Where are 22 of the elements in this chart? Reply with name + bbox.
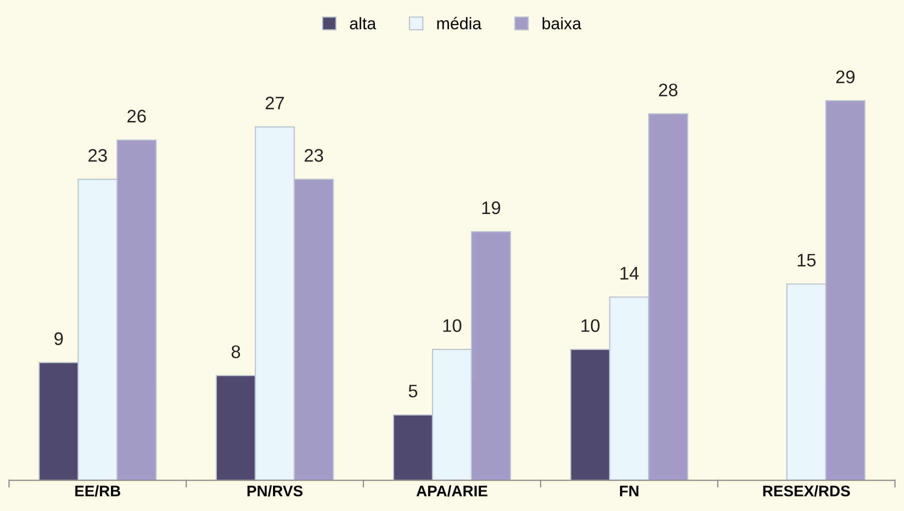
data-label: 9 bbox=[54, 332, 63, 346]
data-label: 23 bbox=[88, 149, 107, 162]
legend-label: baixa bbox=[542, 17, 582, 30]
x-tick-label: PN/RVS bbox=[248, 485, 303, 497]
data-label: 23 bbox=[304, 149, 324, 162]
x-tick-label: RESEX/RDS bbox=[763, 485, 850, 497]
data-label: 8 bbox=[232, 345, 240, 358]
data-label: 10 bbox=[443, 319, 462, 332]
x-tick-label: APA/ARIE bbox=[416, 485, 488, 497]
data-label: 14 bbox=[620, 267, 639, 280]
legend-label: alta bbox=[350, 17, 376, 30]
x-tick-label: FN bbox=[620, 486, 638, 496]
x-tick-label: EE/RB bbox=[75, 485, 120, 497]
data-label: 29 bbox=[836, 70, 855, 84]
legend-label: média bbox=[437, 16, 482, 30]
data-label: 5 bbox=[408, 384, 418, 398]
data-label: 10 bbox=[582, 319, 600, 332]
data-label: 27 bbox=[266, 96, 284, 110]
data-label: 19 bbox=[482, 201, 500, 214]
data-label: 28 bbox=[659, 84, 678, 96]
data-label: 15 bbox=[798, 254, 816, 267]
data-label: 26 bbox=[127, 110, 146, 123]
